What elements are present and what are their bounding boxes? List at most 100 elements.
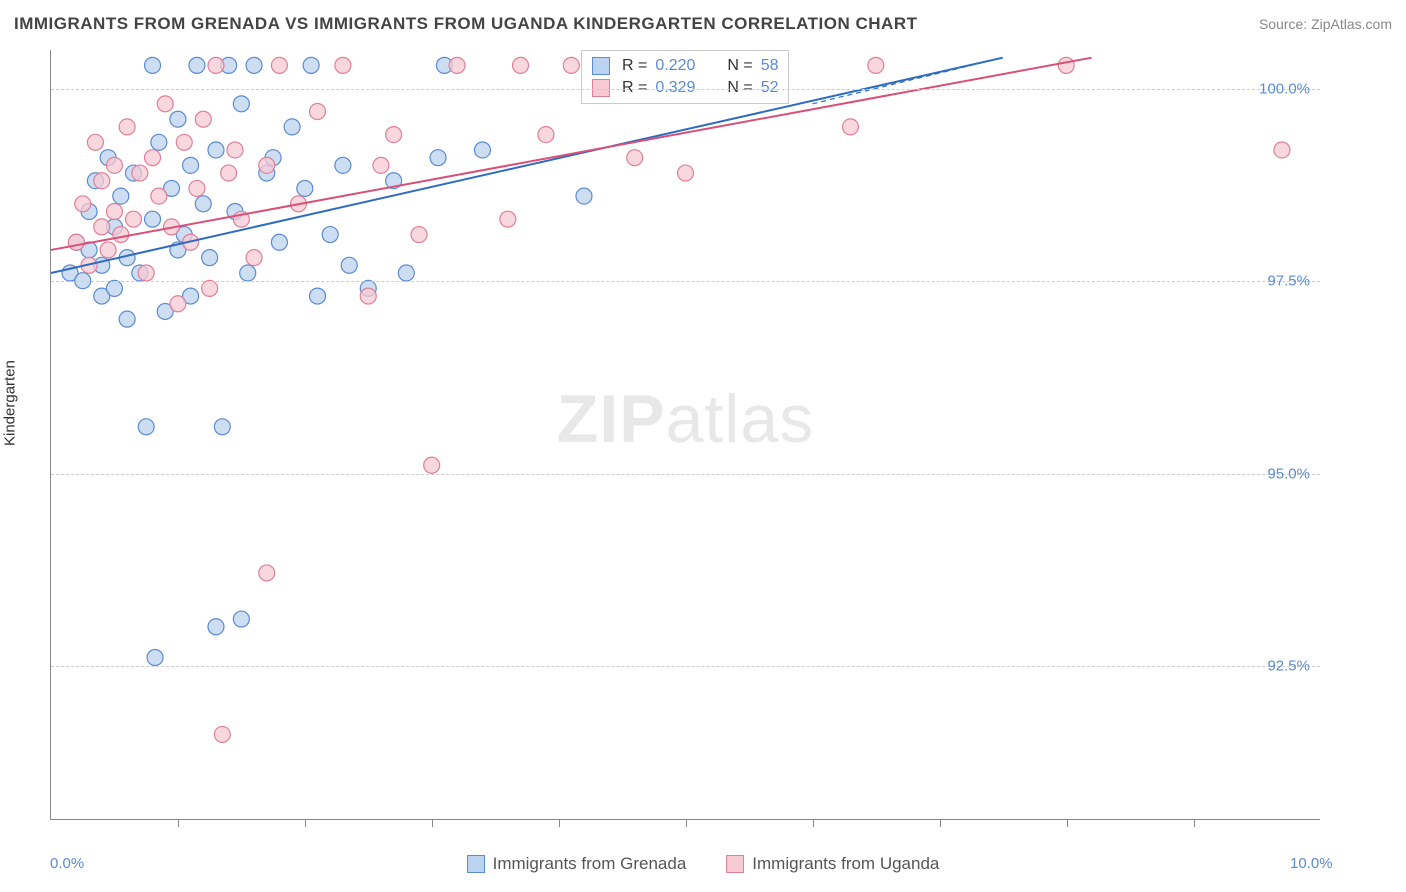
gridline (51, 666, 1320, 667)
x-tick (940, 819, 941, 827)
r-value-grenada: 0.220 (655, 57, 705, 75)
legend-row-grenada: R = 0.220 N = 58 (592, 55, 778, 77)
data-point-uganda (842, 119, 858, 135)
data-point-uganda (189, 180, 205, 196)
data-point-uganda (132, 165, 148, 181)
data-point-uganda (94, 173, 110, 189)
data-point-uganda (1274, 142, 1290, 158)
data-point-grenada (246, 57, 262, 73)
data-point-grenada (297, 180, 313, 196)
data-point-grenada (398, 265, 414, 281)
data-point-uganda (271, 57, 287, 73)
trend-dash-grenada (812, 58, 1002, 104)
data-point-grenada (271, 234, 287, 250)
data-point-uganda (125, 211, 141, 227)
x-tick (432, 819, 433, 827)
data-point-uganda (373, 157, 389, 173)
data-point-grenada (145, 57, 161, 73)
source-prefix: Source: (1259, 16, 1311, 32)
r-label: R = (622, 57, 647, 75)
legend-swatch-grenada (467, 855, 485, 873)
data-point-uganda (868, 57, 884, 73)
data-point-uganda (259, 565, 275, 581)
x-tick (178, 819, 179, 827)
data-point-uganda (449, 57, 465, 73)
y-tick-label: 92.5% (1267, 658, 1310, 675)
data-point-grenada (208, 619, 224, 635)
data-point-grenada (322, 227, 338, 243)
data-point-grenada (106, 280, 122, 296)
legend-swatch-grenada (592, 57, 610, 75)
data-point-uganda (145, 150, 161, 166)
data-point-grenada (474, 142, 490, 158)
data-point-uganda (538, 127, 554, 143)
data-point-uganda (138, 265, 154, 281)
series-legend: Immigrants from Grenada Immigrants from … (0, 854, 1406, 874)
data-point-grenada (170, 111, 186, 127)
n-label: N = (727, 57, 752, 75)
chart-source: Source: ZipAtlas.com (1259, 16, 1392, 32)
data-point-grenada (147, 650, 163, 666)
data-point-grenada (576, 188, 592, 204)
correlation-legend: R = 0.220 N = 58 R = 0.329 N = 52 (581, 50, 789, 104)
y-tick-label: 97.5% (1267, 273, 1310, 290)
legend-label-uganda: Immigrants from Uganda (752, 854, 939, 874)
legend-item-grenada: Immigrants from Grenada (467, 854, 687, 874)
data-point-uganda (563, 57, 579, 73)
source-name: ZipAtlas.com (1311, 16, 1392, 32)
data-point-uganda (500, 211, 516, 227)
data-point-uganda (100, 242, 116, 258)
data-point-uganda (424, 457, 440, 473)
data-point-uganda (87, 134, 103, 150)
x-tick (1194, 819, 1195, 827)
data-point-uganda (106, 157, 122, 173)
data-point-grenada (430, 150, 446, 166)
data-point-uganda (113, 227, 129, 243)
data-point-uganda (176, 134, 192, 150)
chart-title: IMMIGRANTS FROM GRENADA VS IMMIGRANTS FR… (14, 14, 918, 34)
data-point-uganda (259, 157, 275, 173)
data-point-uganda (335, 57, 351, 73)
chart-header: IMMIGRANTS FROM GRENADA VS IMMIGRANTS FR… (14, 14, 1392, 34)
data-point-uganda (221, 165, 237, 181)
data-point-grenada (145, 211, 161, 227)
data-point-grenada (151, 134, 167, 150)
x-tick (813, 819, 814, 827)
data-point-grenada (309, 288, 325, 304)
data-point-uganda (75, 196, 91, 212)
data-point-grenada (284, 119, 300, 135)
data-point-uganda (1058, 57, 1074, 73)
data-point-grenada (240, 265, 256, 281)
data-point-uganda (195, 111, 211, 127)
x-tick (686, 819, 687, 827)
n-value-grenada: 58 (761, 57, 779, 75)
data-point-grenada (183, 157, 199, 173)
data-point-grenada (138, 419, 154, 435)
y-tick-label: 100.0% (1259, 80, 1310, 97)
plot-area: ZIPatlas R = 0.220 N = 58 R = 0.329 N = … (50, 50, 1320, 820)
y-tick-label: 95.0% (1267, 465, 1310, 482)
data-point-uganda (360, 288, 376, 304)
x-tick (305, 819, 306, 827)
data-point-uganda (106, 204, 122, 220)
data-point-uganda (157, 96, 173, 112)
data-point-uganda (227, 142, 243, 158)
data-point-grenada (202, 250, 218, 266)
gridline (51, 89, 1320, 90)
data-point-uganda (627, 150, 643, 166)
data-point-grenada (113, 188, 129, 204)
gridline (51, 474, 1320, 475)
data-point-uganda (513, 57, 529, 73)
data-point-uganda (119, 119, 135, 135)
data-point-uganda (214, 726, 230, 742)
data-point-grenada (195, 196, 211, 212)
chart-svg (51, 50, 1320, 819)
data-point-uganda (386, 127, 402, 143)
data-point-grenada (189, 57, 205, 73)
x-tick (1067, 819, 1068, 827)
data-point-uganda (68, 234, 84, 250)
data-point-grenada (303, 57, 319, 73)
y-axis-title: Kindergarten (2, 360, 19, 446)
data-point-uganda (246, 250, 262, 266)
data-point-uganda (94, 219, 110, 235)
